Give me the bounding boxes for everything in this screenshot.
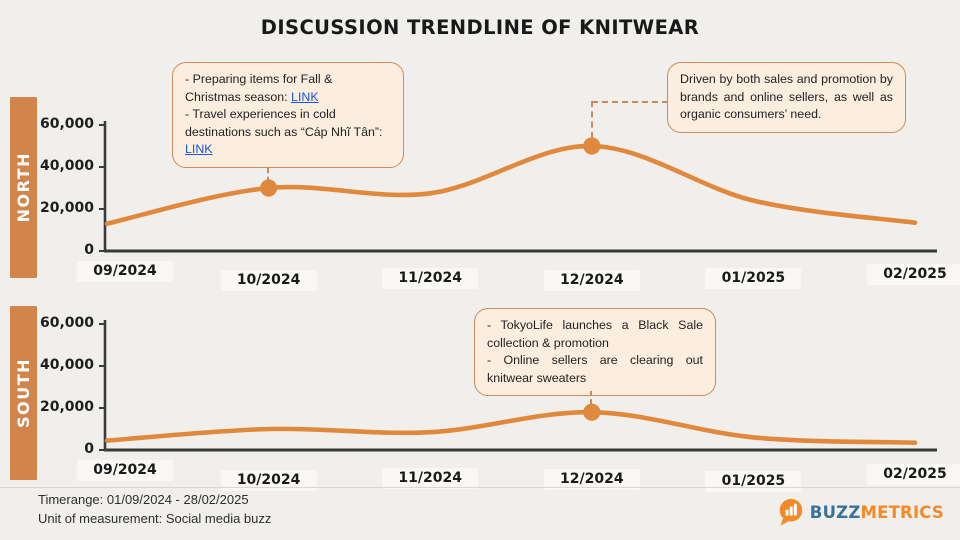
callout-connector	[590, 391, 592, 404]
data-point-marker	[583, 137, 601, 155]
y-axis-tick-label: 40,000	[39, 158, 94, 174]
x-axis-label: 11/2024	[382, 468, 479, 489]
logo-metrics-text: METRICS	[860, 502, 944, 522]
south-chart-canvas	[99, 320, 937, 452]
timerange-note: Timerange: 01/09/2024 - 28/02/2025	[38, 492, 249, 507]
y-axis-tick-label: 60,000	[39, 116, 94, 132]
x-axis-label: 10/2024	[220, 470, 317, 491]
annotation-south-december: - TokyoLife launches a Black Sale collec…	[474, 308, 716, 397]
annotation-bullet: - Online sellers are clearing out knitwe…	[487, 353, 703, 385]
buzzmetrics-logo: BUZZMETRICS	[776, 497, 944, 527]
annotation-text: - Preparing items for Fall & Christmas s…	[185, 72, 333, 104]
x-axis-label: 10/2024	[220, 270, 317, 291]
x-axis-label: 01/2025	[705, 268, 802, 289]
annotation-link[interactable]: LINK	[185, 142, 213, 157]
data-point-marker	[583, 403, 601, 421]
x-axis-label: 09/2024	[77, 261, 173, 282]
logo-buzz-text: BUZZ	[809, 502, 861, 522]
annotation-bullet: - Preparing items for Fall & Christmas s…	[185, 71, 391, 106]
x-axis-label: 12/2024	[543, 469, 640, 490]
north-chart-canvas	[99, 121, 937, 253]
data-point-marker	[260, 179, 278, 197]
region-band-north: NORTH	[10, 97, 37, 278]
trend-line	[104, 409, 918, 445]
annotation-text: Driven by both sales and promotion by br…	[680, 72, 893, 122]
x-axis-label: 12/2024	[543, 270, 640, 291]
callout-connector	[592, 101, 668, 103]
south-trend-chart: 0 20,000 40,000 60,000 09/2024 10/2024 11/2024…	[0, 300, 960, 500]
annotation-bullet: - TokyoLife launches a Black Sale collec…	[487, 318, 703, 350]
y-axis-tick-label: 40,000	[39, 357, 94, 373]
y-axis-tick-label: 60,000	[39, 315, 94, 331]
x-axis-label: 01/2025	[705, 471, 802, 492]
x-axis-label: 09/2024	[77, 460, 173, 481]
page-title: DISCUSSION TRENDLINE OF KNITWEAR	[260, 16, 700, 39]
annotation-north-october: - Preparing items for Fall & Christmas s…	[172, 62, 404, 169]
trend-line	[104, 143, 918, 226]
unit-note: Unit of measurement: Social media buzz	[38, 510, 272, 526]
callout-connector	[591, 101, 593, 138]
region-band-south: SOUTH	[10, 306, 37, 480]
annotation-north-december: Driven by both sales and promotion by br…	[667, 62, 906, 133]
y-axis-tick-label: 20,000	[39, 399, 94, 415]
buzzmetrics-bubble-icon	[779, 498, 803, 526]
y-axis-tick-label: 20,000	[39, 200, 94, 216]
logo-wordmark: BUZZMETRICS	[810, 503, 944, 522]
x-axis-label: 11/2024	[382, 268, 479, 289]
footer-divider	[0, 487, 960, 488]
y-axis-tick-label: 0	[84, 242, 94, 258]
x-axis-label: 02/2025	[867, 464, 960, 485]
annotation-bullet: - Travel experiences in cold destination…	[185, 106, 391, 159]
footer-notes: Timerange: 01/09/2024 - 28/02/2025 Unit …	[38, 491, 271, 529]
y-axis-tick-label: 0	[84, 441, 94, 457]
north-trend-chart: 0 20,000 40,000 60,000 09/2024 10/2024 11/2024…	[0, 95, 960, 295]
annotation-text: - Travel experiences in cold destination…	[185, 107, 383, 139]
x-axis-label: 02/2025	[867, 264, 960, 285]
callout-connector	[267, 168, 269, 182]
annotation-link[interactable]: LINK	[291, 89, 319, 104]
